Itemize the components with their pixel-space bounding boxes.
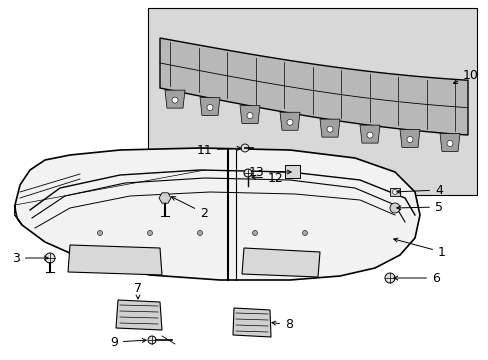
Circle shape: [45, 253, 55, 263]
Text: 7: 7: [134, 282, 142, 299]
Circle shape: [206, 104, 213, 111]
Polygon shape: [164, 90, 184, 108]
Text: 6: 6: [393, 271, 439, 284]
Circle shape: [286, 119, 292, 125]
Polygon shape: [439, 134, 459, 152]
Polygon shape: [200, 98, 220, 116]
Circle shape: [197, 230, 202, 235]
Polygon shape: [160, 38, 467, 135]
Text: 9: 9: [110, 336, 146, 348]
Polygon shape: [15, 205, 22, 225]
Circle shape: [241, 144, 248, 152]
Polygon shape: [240, 105, 260, 123]
Text: 12: 12: [251, 171, 283, 185]
Circle shape: [384, 273, 394, 283]
Polygon shape: [285, 165, 299, 178]
Text: 2: 2: [171, 197, 207, 220]
Polygon shape: [319, 119, 339, 137]
Bar: [389, 188, 399, 196]
Polygon shape: [68, 245, 162, 275]
Polygon shape: [159, 193, 171, 203]
Circle shape: [172, 97, 178, 103]
Circle shape: [252, 230, 257, 235]
Polygon shape: [15, 148, 419, 280]
Text: 3: 3: [12, 252, 48, 265]
Circle shape: [246, 113, 252, 118]
Text: 1: 1: [393, 238, 445, 258]
Polygon shape: [359, 125, 379, 143]
Polygon shape: [232, 308, 270, 337]
Circle shape: [147, 230, 152, 235]
Polygon shape: [242, 248, 319, 277]
Polygon shape: [148, 8, 476, 195]
Circle shape: [406, 136, 412, 143]
Polygon shape: [280, 112, 299, 130]
Text: 13: 13: [248, 166, 290, 179]
Text: 5: 5: [396, 201, 442, 213]
Circle shape: [446, 140, 452, 147]
Circle shape: [97, 230, 102, 235]
Circle shape: [302, 230, 307, 235]
Circle shape: [326, 126, 332, 132]
Circle shape: [148, 336, 156, 344]
Circle shape: [392, 189, 397, 194]
Text: 4: 4: [396, 184, 442, 197]
Polygon shape: [399, 130, 419, 148]
Circle shape: [244, 169, 251, 177]
Text: 10: 10: [452, 68, 478, 84]
Circle shape: [389, 203, 399, 213]
Polygon shape: [116, 300, 162, 330]
Text: 8: 8: [271, 319, 292, 332]
Text: 11: 11: [196, 144, 241, 157]
Circle shape: [366, 132, 372, 138]
